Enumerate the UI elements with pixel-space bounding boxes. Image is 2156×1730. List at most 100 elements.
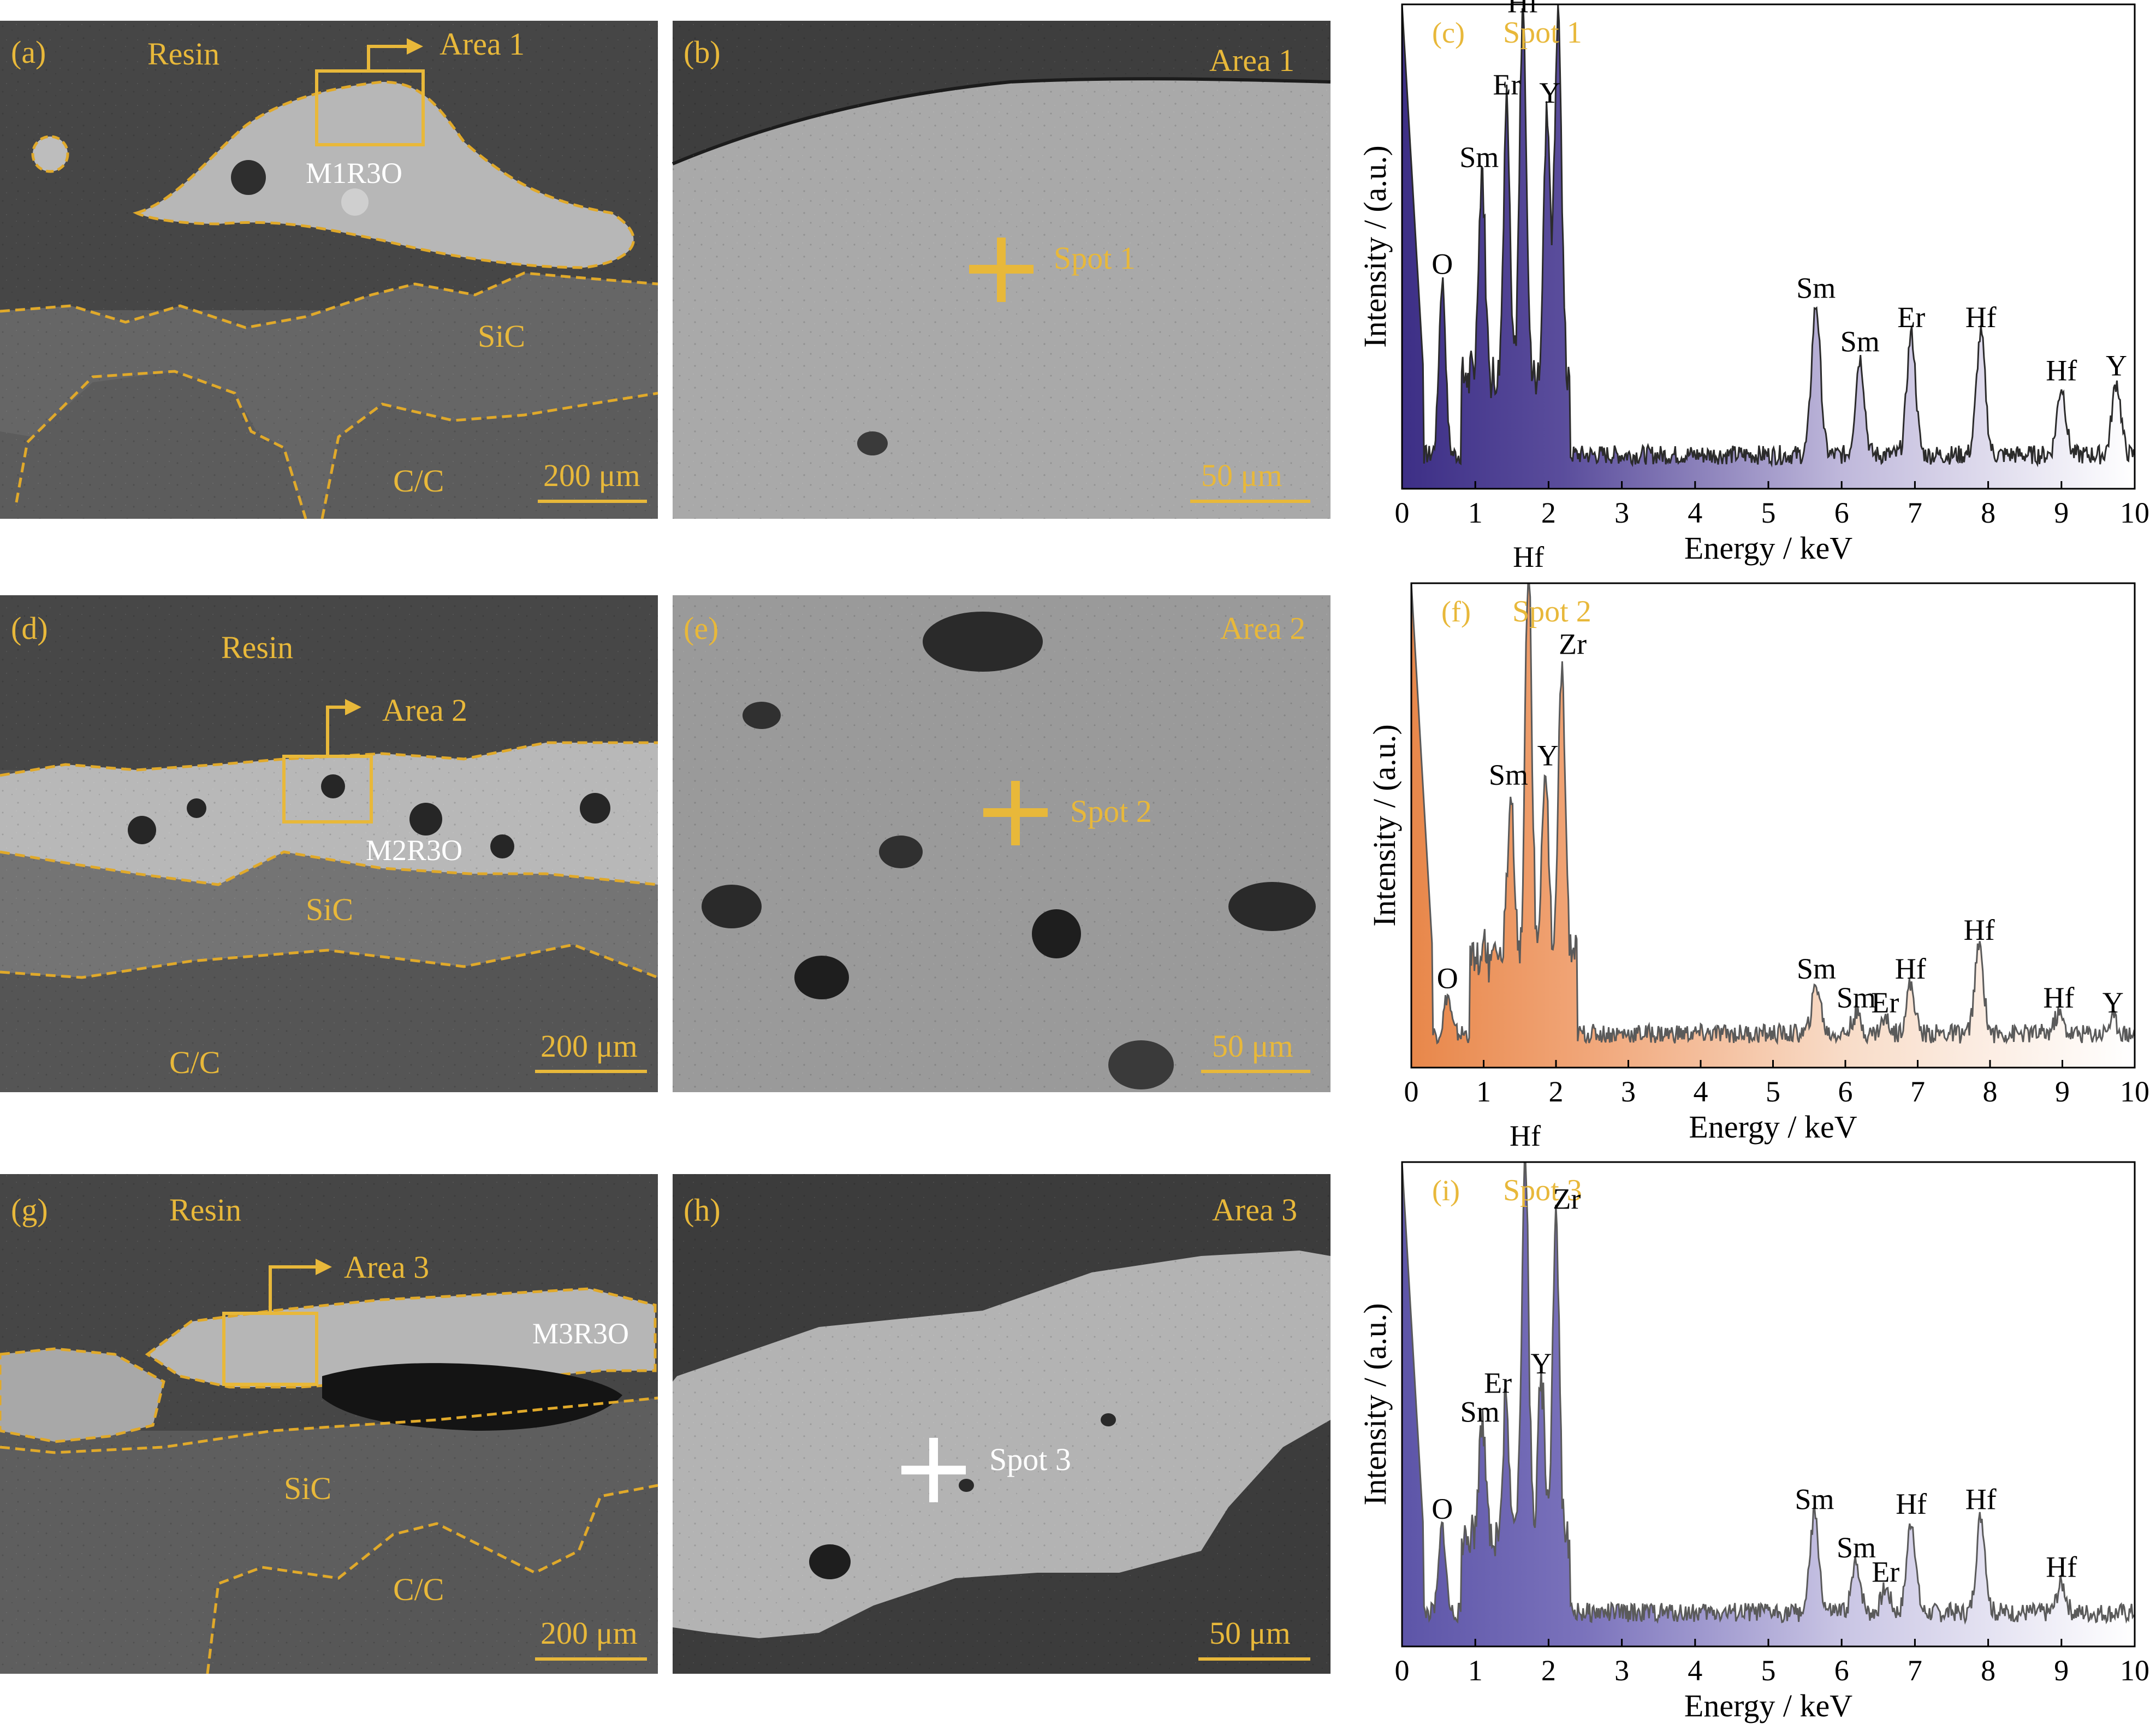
panel-a: (a) Resin Area 1 M1R3O SiC C/C 200 μm (0, 21, 658, 519)
x-tick-label: 7 (1908, 496, 1922, 529)
pore (1101, 1413, 1116, 1426)
peak-label: Sm (1489, 759, 1528, 791)
peak-label: Hf (1964, 914, 1995, 946)
coating-label: M3R3O (532, 1317, 629, 1350)
pore (321, 774, 345, 798)
x-axis-label: Energy / keV (1689, 1109, 1857, 1145)
cc-label: C/C (393, 463, 444, 499)
spot-label: Spot 1 (1054, 240, 1136, 276)
peak-label: Hf (2043, 981, 2074, 1014)
scale-bar-label: 50 μm (1201, 458, 1282, 493)
coating-label: M1R3O (306, 157, 402, 189)
spectrum-area (1411, 583, 2135, 1068)
panel-b: (b) Area 1 Spot 1 50 μm (672, 21, 1331, 519)
x-tick-label: 1 (1476, 1075, 1491, 1108)
pore (1228, 882, 1316, 931)
peak-label: O (1437, 962, 1458, 995)
pore (231, 160, 266, 195)
cc-boundary-right (320, 392, 658, 519)
pore (743, 702, 781, 729)
coating-label: M2R3O (366, 834, 462, 867)
area-label: Area 2 (382, 692, 467, 728)
peak-label: Hf (2046, 354, 2077, 387)
x-tick-label: 5 (1761, 1654, 1776, 1687)
pore (1032, 909, 1081, 958)
peak-label: Y (1537, 739, 1559, 772)
peak-label: Hf (1510, 1119, 1541, 1152)
sem-texture (673, 1174, 1331, 1674)
spectrum-area (1402, 1162, 2135, 1646)
x-tick-label: 7 (1908, 1654, 1922, 1687)
cc-boundary (15, 370, 307, 519)
x-tick-label: 2 (1541, 496, 1556, 529)
x-tick-label: 6 (1834, 1654, 1849, 1687)
peak-label: Sm (1837, 981, 1876, 1014)
sem-texture (673, 595, 1331, 1092)
panel-label: (e) (684, 611, 718, 646)
cc-label: C/C (393, 1572, 444, 1607)
arrow-head (345, 699, 361, 715)
pore (857, 431, 888, 455)
panel-label: (i) (1432, 1174, 1460, 1207)
area-arrow (326, 706, 349, 756)
x-tick-label: 1 (1468, 1654, 1483, 1687)
panel-label: (a) (11, 34, 46, 70)
area-arrow (269, 1265, 319, 1313)
pore (959, 1479, 974, 1492)
x-tick-label: 0 (1395, 496, 1410, 529)
peak-label: Y (2106, 349, 2127, 382)
x-tick-label: 1 (1468, 496, 1483, 529)
arrow-head (316, 1259, 332, 1275)
x-tick-label: 7 (1910, 1075, 1925, 1108)
spectrum-area (1402, 4, 2135, 489)
x-tick-label: 0 (1395, 1654, 1410, 1687)
peak-label: Sm (1460, 1396, 1500, 1429)
x-tick-label: 10 (2120, 1075, 2149, 1108)
sic-label: SiC (284, 1471, 331, 1506)
x-tick-label: 4 (1694, 1075, 1708, 1108)
eds-spectrum-c: 0 1 2 3 4 5 6 7 8 9 10 Energy / keV Intensity / (a.u… (1357, 0, 2149, 566)
panel-d: (d) Resin Area 2 M2R3O SiC C/C 200 μm (0, 595, 658, 1092)
pore (702, 885, 762, 928)
cc-boundary (0, 943, 658, 979)
peak-label: Er (1871, 986, 1899, 1019)
peak-label: Hf (1965, 301, 1997, 334)
pore (794, 956, 849, 999)
x-tick-label: 6 (1838, 1075, 1853, 1108)
panel-label: (b) (684, 34, 721, 70)
pore (809, 1544, 851, 1579)
x-tick-label: 10 (2120, 496, 2149, 529)
scale-bar-label: 50 μm (1212, 1028, 1293, 1064)
x-tick-label: 4 (1688, 496, 1702, 529)
x-tick-label: 3 (1614, 1654, 1629, 1687)
area-label: Area 1 (439, 26, 525, 62)
x-tick-label: 5 (1766, 1075, 1780, 1108)
sic-label: SiC (478, 318, 525, 354)
x-axis-label: Energy / keV (1684, 1688, 1852, 1723)
peak-label: Zr (1553, 1182, 1581, 1215)
x-tick-label: 2 (1549, 1075, 1564, 1108)
scale-bar-label: 50 μm (1209, 1615, 1291, 1651)
spectrum-line (1401, 4, 2136, 468)
area-label: Area 3 (1212, 1192, 1297, 1228)
x-tick-label: 9 (2054, 496, 2069, 529)
spot-label: Spot 3 (989, 1442, 1071, 1477)
y-axis-label: Intensity / (a.u.) (1367, 724, 1402, 926)
pore (409, 803, 442, 836)
peak-label: Hf (1896, 1488, 1927, 1520)
coating-boundary-top (0, 741, 658, 777)
peak-label: Er (1897, 301, 1925, 334)
coating-fragment (31, 135, 69, 173)
eds-spectrum-f: 0 1 2 3 4 5 6 7 8 9 10 Energy / keV Intensity / (a.u… (1367, 541, 2149, 1145)
x-tick-label: 8 (1983, 1075, 1998, 1108)
pore (1108, 1040, 1174, 1089)
arrow-head (407, 38, 423, 55)
pore (490, 834, 514, 858)
sem-texture (0, 595, 658, 1092)
peak-label: Sm (1797, 952, 1836, 985)
peak-label: Sm (1840, 325, 1880, 358)
x-axis-label: Energy / keV (1684, 530, 1852, 566)
sic-label: SiC (306, 892, 353, 927)
panel-label: (f) (1441, 595, 1471, 628)
spectrum-title: Spot 2 (1512, 595, 1591, 629)
